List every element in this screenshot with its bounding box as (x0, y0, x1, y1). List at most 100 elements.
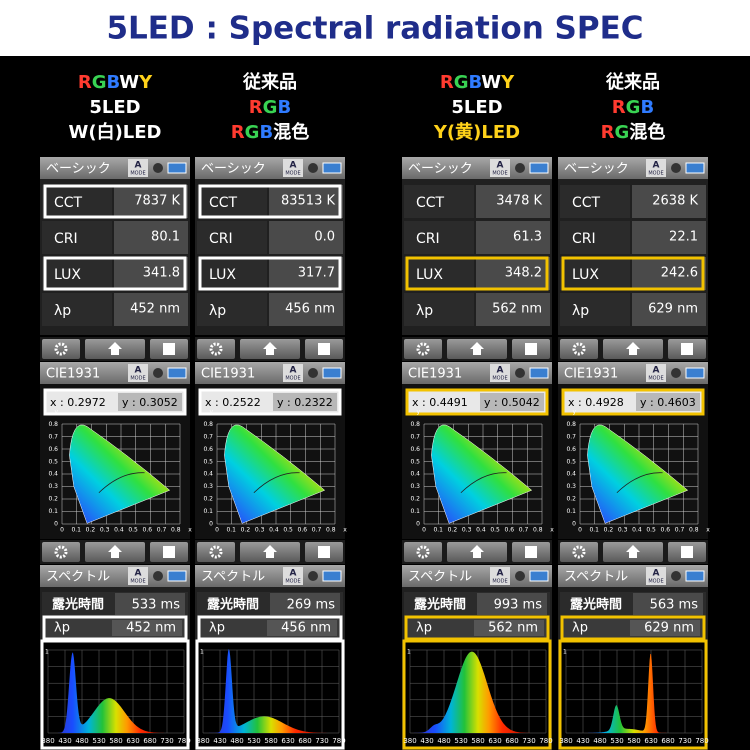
status-icon (308, 571, 318, 581)
mode-letter: A (653, 161, 660, 171)
gear-icon (416, 342, 430, 356)
value-cell (474, 620, 544, 636)
cie-x-tick: 0.5 (128, 527, 138, 534)
cie-x-tick: 0.2 (86, 527, 96, 534)
row-value: 629 nm (648, 302, 698, 317)
gear-icon (572, 342, 586, 356)
heading-char: 色 (291, 121, 309, 143)
column-heading: 従来品 (242, 71, 297, 93)
cie-y: y : 0.3052 (122, 396, 178, 409)
spectrum-tick: 630 (126, 737, 139, 745)
mode-letter: A (135, 366, 142, 376)
status-icon (671, 163, 681, 173)
home-icon (470, 342, 484, 355)
row-label: CCT (416, 195, 445, 211)
spectrum-tick: 480 (230, 737, 243, 745)
highlight-box (198, 184, 342, 219)
mode-word: MODE (492, 171, 507, 177)
mode-word: MODE (130, 171, 145, 177)
label-cell (404, 293, 474, 326)
spectrum-tick: 680 (298, 737, 311, 745)
peak-value: 452 nm (126, 621, 176, 636)
label-cell (197, 221, 267, 254)
spectrum-tick: 580 (109, 737, 122, 745)
mode-icon (283, 364, 303, 382)
mode-icon (646, 159, 666, 177)
panel-title: ベーシック (564, 162, 629, 177)
status-icon (153, 368, 163, 378)
cie-x-tick: 0.3 (462, 527, 472, 534)
panel-header (402, 157, 552, 179)
mode-icon (128, 567, 148, 585)
value-cell (633, 593, 703, 615)
value-cell (115, 593, 185, 615)
cie-y-tick: 0.4 (48, 471, 58, 478)
value-cell (269, 293, 343, 326)
value-cell (114, 185, 188, 218)
spectrum-top: 1 (563, 649, 567, 656)
cie-y-tick: 0.1 (566, 508, 576, 515)
heading-char: R (231, 122, 245, 143)
mode-word: MODE (648, 376, 663, 382)
panel-title: CIE1931 (201, 367, 255, 382)
panel-header (40, 157, 190, 179)
row-value: 452 nm (130, 302, 180, 317)
label-cell (42, 293, 112, 326)
row-value: 562 nm (492, 302, 542, 317)
row-label: CRI (209, 231, 233, 247)
cie-x-tick: 0.5 (283, 527, 293, 534)
gear-icon (572, 545, 586, 559)
cie-x: x : 0.4491 (412, 396, 468, 409)
battery-icon (529, 162, 549, 174)
spectrum-tick: 530 (454, 737, 467, 745)
peak-value: 456 nm (281, 621, 331, 636)
value-cell (114, 257, 188, 290)
spectrum-tick: 430 (213, 737, 226, 745)
toolbar-button (404, 542, 442, 562)
heading-char: Y (500, 72, 515, 93)
battery-icon (529, 570, 549, 582)
value-cell (269, 221, 343, 254)
spectrum-tick: 580 (471, 737, 484, 745)
exposure-label: 露光時間 (207, 597, 259, 613)
exposure-value: 533 ms (132, 598, 181, 613)
panel-title: CIE1931 (46, 367, 100, 382)
cie-x-tick: 0.1 (226, 527, 236, 534)
spectrum-top: 1 (200, 649, 204, 656)
exposure-label: 露光時間 (414, 597, 466, 613)
cie-x-tick: 0.4 (476, 527, 486, 534)
spectrum-top: 1 (45, 649, 49, 656)
peak-label: λp (572, 621, 588, 636)
gear-icon (209, 342, 223, 356)
battery-icon (322, 162, 342, 174)
planck-curve (98, 472, 145, 494)
value-cell (476, 221, 550, 254)
cie-y-tick: 0.8 (48, 421, 58, 428)
row-label: CRI (54, 231, 78, 247)
panel-title: スペクトル (201, 570, 265, 585)
label-cell (197, 185, 267, 218)
panel-title: CIE1931 (408, 367, 462, 382)
battery-icon (167, 162, 187, 174)
cie-y-tick: 0.5 (48, 458, 58, 465)
cie-y-tick: 0.7 (410, 433, 420, 440)
cie-x-tick: 0.6 (143, 527, 153, 534)
battery-icon (685, 570, 705, 582)
cie-x-tick: 0 (215, 527, 219, 534)
cie-x-tick: 0.7 (675, 527, 685, 534)
panel-header (40, 565, 190, 587)
cie-y-tick: y (416, 409, 420, 416)
spectrum-tick: 680 (143, 737, 156, 745)
mode-icon (646, 567, 666, 585)
spectrum-tick: 530 (610, 737, 623, 745)
highlight-box (43, 256, 187, 291)
spectrum-tick: 730 (160, 737, 173, 745)
cie-x-tick: 0.8 (171, 527, 181, 534)
status-icon (671, 571, 681, 581)
spectrum-tick: 630 (281, 737, 294, 745)
label-cell (42, 221, 112, 254)
cie-x-tick: 0.7 (519, 527, 529, 534)
row-label: CCT (54, 195, 83, 211)
row-label: CRI (572, 231, 596, 247)
value-cell (476, 185, 550, 218)
